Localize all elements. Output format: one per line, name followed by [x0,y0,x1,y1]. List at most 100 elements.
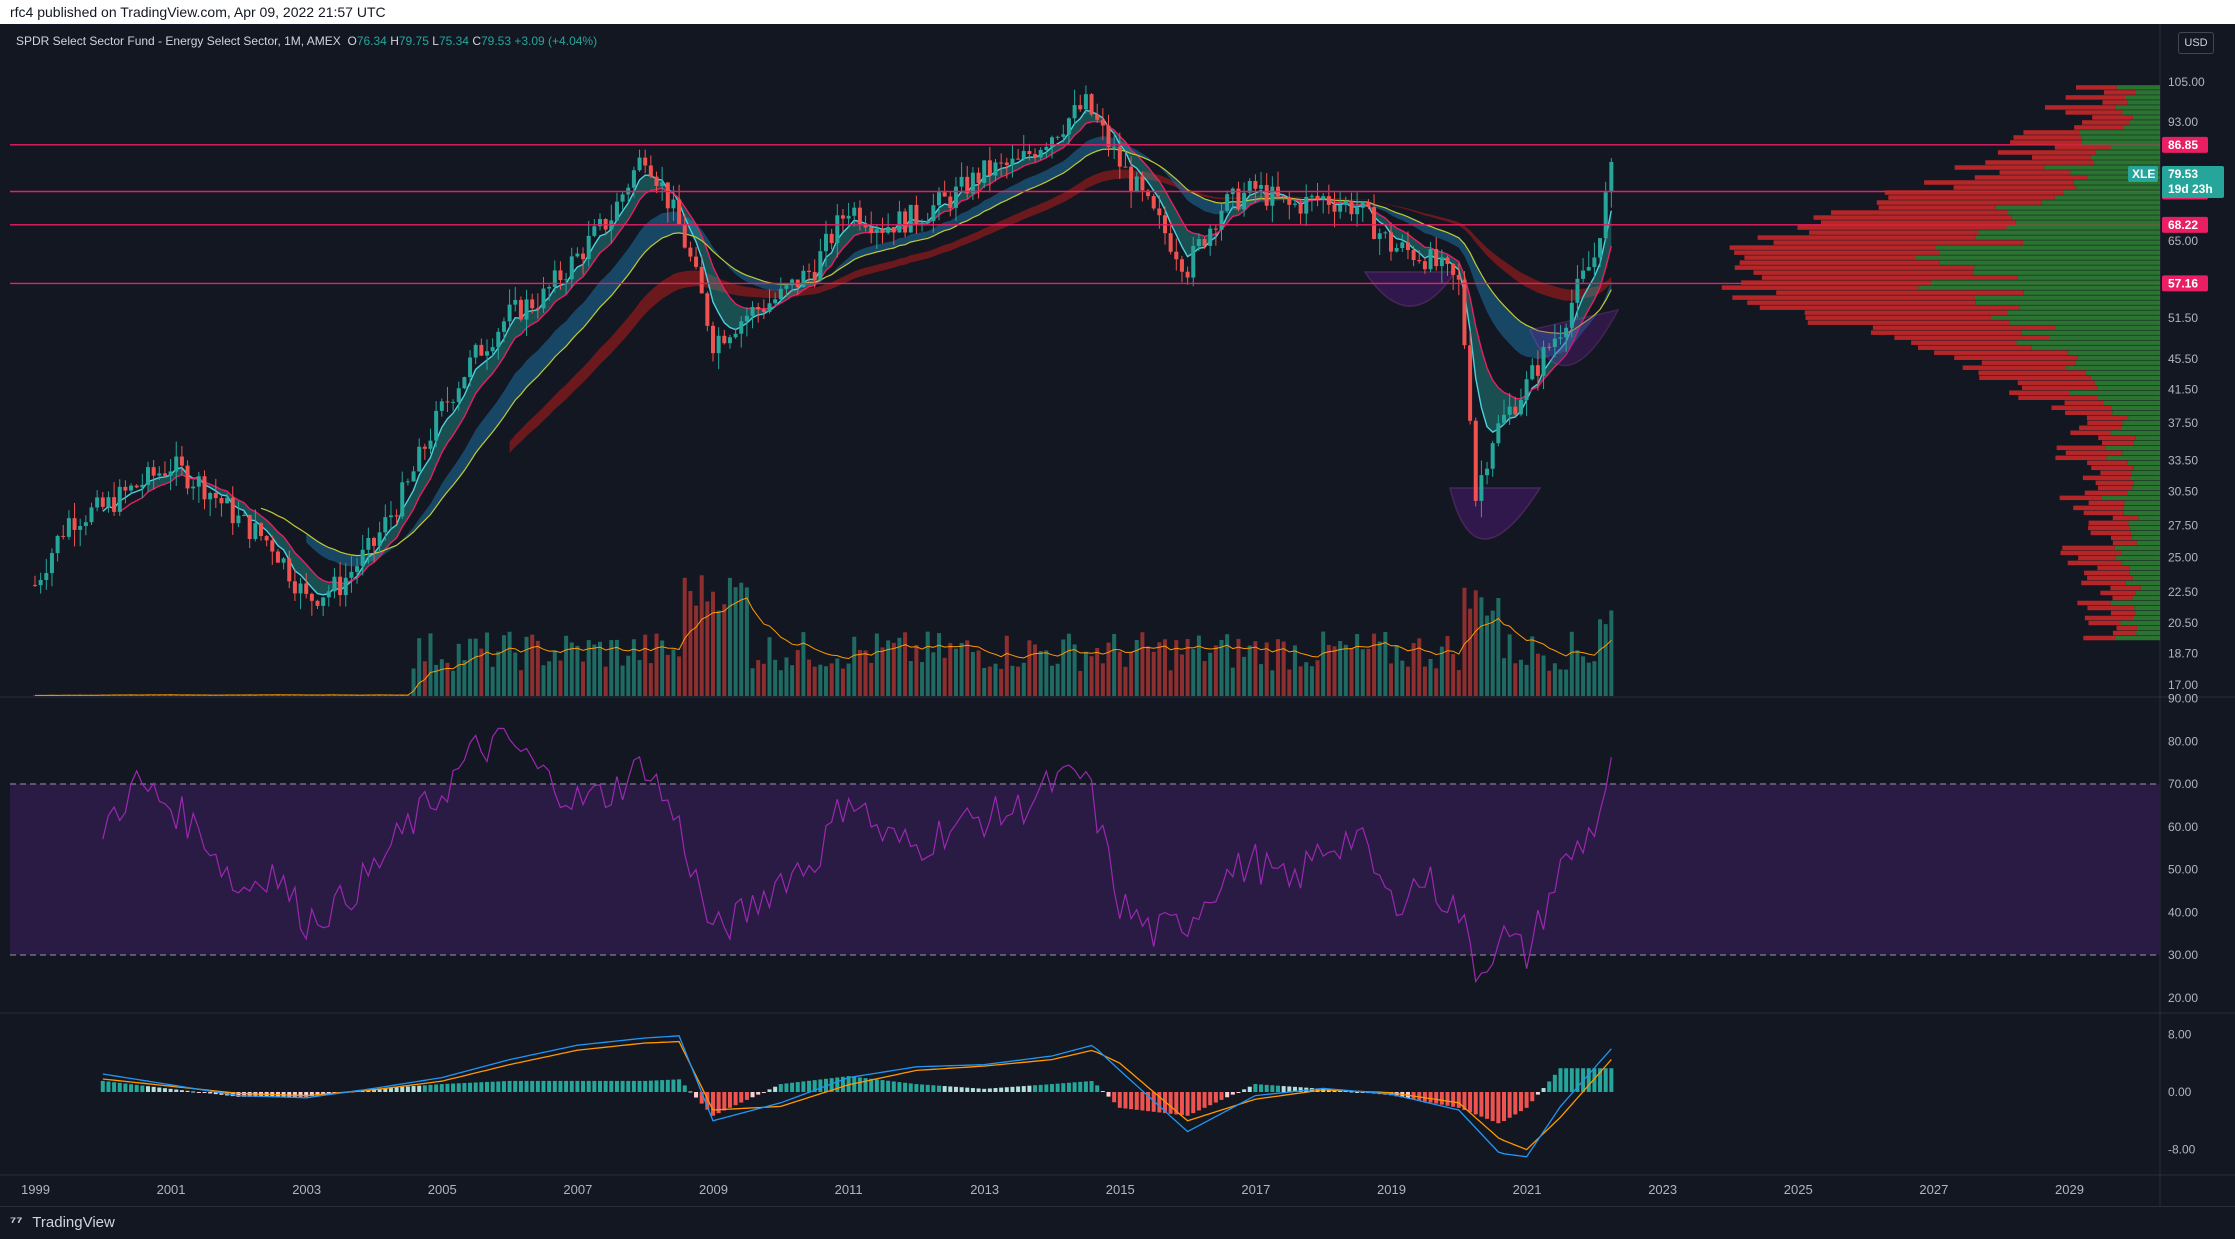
candle-body [1445,257,1450,264]
macd-histogram-bar [880,1080,885,1092]
volume-bar [761,663,766,696]
profile-red [1776,290,2024,295]
macd-histogram-bar [1496,1092,1501,1124]
macd-histogram-bar [626,1080,631,1092]
volume-bar [648,663,653,696]
volume-bar [485,632,489,696]
profile-green [2075,360,2160,365]
macd-histogram-bar [1349,1091,1354,1093]
candle-body [1405,242,1410,251]
profile-green [2097,395,2160,401]
profile-green [2097,385,2160,390]
volume-bar [1451,654,1456,696]
candle-body [349,571,354,578]
profile-red [2032,155,2091,160]
volume-bar [304,695,309,696]
candle-body [411,471,416,482]
volume-bar [1168,670,1173,696]
volume-bar [1151,651,1156,696]
profile-red [2084,570,2130,576]
macd-histogram-bar [134,1084,139,1092]
volume-bar [417,638,422,696]
candle-body [699,266,704,294]
profile-red [2097,565,2130,571]
macd-histogram-bar [903,1082,908,1092]
macd-histogram-bar [309,1092,314,1097]
macd-histogram-bar [761,1092,766,1093]
candle-body [1389,232,1393,252]
volume-bar [840,668,845,696]
publisher-text: rfc4 published on TradingView.com, Apr 0… [10,4,386,20]
candle-body [66,518,71,537]
level-tag-label: 86.85 [2168,138,2198,152]
profile-red [2116,625,2137,631]
profile-red [1797,225,2007,230]
volume-bar [897,637,902,696]
macd-histogram-bar [496,1081,501,1092]
volume-bar [1541,655,1546,696]
macd-histogram-bar [1038,1084,1043,1092]
volume-bar [1106,642,1111,696]
macd-histogram-bar [530,1080,535,1092]
legend-open-label: O [347,34,357,48]
chart-canvas[interactable]: 105.00 93.00 65.00 51.50 45.50 41.50 37.50 33.5… [0,24,2235,1206]
volume-bars [33,575,1614,696]
candle-body [38,579,43,586]
volume-bar [1575,650,1580,696]
volume-bar [711,591,715,696]
candle-body [292,581,297,594]
volume-bar [756,660,761,696]
macd-histogram-bar [598,1080,602,1092]
volume-bar [428,633,433,696]
candle-body [219,498,224,504]
profile-red [2083,635,2116,641]
profile-red [1804,310,2009,315]
macd-group [100,1035,1614,1158]
macd-histogram-bar [807,1080,812,1092]
candle-body [185,465,190,489]
legend-close-label: C [472,34,481,48]
volume-bar [1242,656,1247,696]
candle-body [281,558,286,563]
profile-green [2135,590,2160,596]
volume-bar [812,666,817,696]
macd-histogram-bar [1292,1086,1297,1092]
profile-red [2010,140,2082,145]
candle-body [1309,195,1314,197]
macd-histogram-bar [151,1086,156,1092]
profile-green [2132,485,2160,491]
candle-body [1100,119,1105,126]
candle-body [993,162,998,176]
profile-red [2103,90,2136,95]
candle-body [1592,257,1597,268]
volume-bar [654,633,659,696]
volume-bar [586,640,591,696]
profile-green [2116,85,2160,90]
profile-green [2127,490,2160,496]
candle-body [869,227,874,233]
volume-bar [863,650,868,696]
candle-body [1530,365,1535,380]
macd-histogram-bar [648,1080,653,1092]
macd-histogram-bar [1513,1092,1518,1115]
volume-bar [1033,644,1038,696]
macd-histogram-bar [1253,1084,1258,1092]
footer-brand[interactable]: TradingView [32,1214,115,1231]
profile-red [1924,180,2074,185]
macd-histogram-bar [727,1092,732,1108]
macd-histogram-bar [1530,1092,1535,1102]
legend-low: 75.34 [438,34,469,48]
candle-body [1479,475,1484,501]
volume-bar [874,633,879,696]
macd-histogram-bar [1462,1092,1467,1111]
profile-red [1809,230,1979,235]
profile-green [2049,335,2160,340]
candle-body [1208,228,1213,246]
currency-button[interactable]: USD [2178,32,2214,54]
candle-body [1236,188,1241,210]
volume-bar [1230,667,1235,696]
profile-red [2073,505,2124,511]
candle-body [1377,233,1382,239]
volume-bar [1247,645,1252,696]
macd-histogram-bar [1592,1068,1597,1092]
